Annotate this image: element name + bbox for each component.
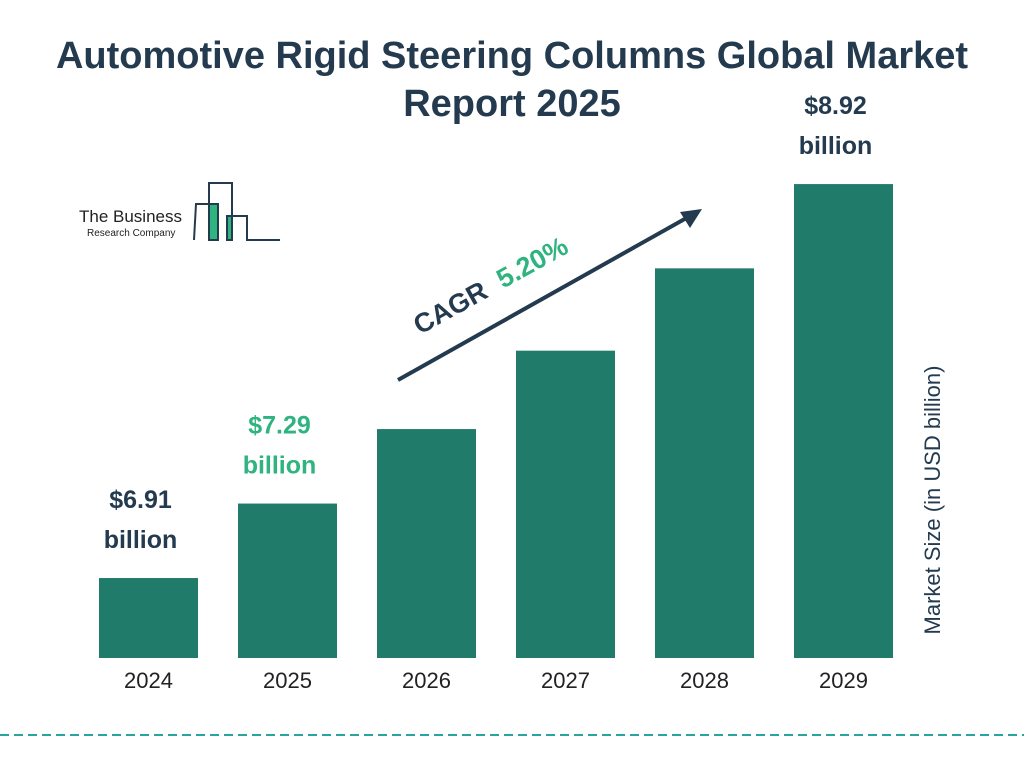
data-label: billion <box>104 526 178 554</box>
data-label: $6.91 <box>109 486 172 514</box>
cagr-arrow <box>397 209 702 382</box>
logo-line1: The Business <box>79 207 182 226</box>
x-tick-label: 2024 <box>124 668 173 693</box>
chart-title: Automotive Rigid Steering Columns Global… <box>55 35 969 125</box>
cagr-label: CAGR <box>408 275 492 340</box>
data-label: billion <box>799 132 873 160</box>
company-logo: The Business Research Company <box>79 182 280 241</box>
bar-2029 <box>794 184 893 658</box>
data-label: billion <box>243 452 317 480</box>
logo-line2: Research Company <box>87 228 175 239</box>
data-label: $7.29 <box>248 412 311 440</box>
y-axis-label: Market Size (in USD billion) <box>920 366 945 635</box>
bar-2026 <box>377 429 476 658</box>
x-tick-label: 2025 <box>263 668 312 693</box>
svg-text:CAGR 5.20%: CAGR 5.20% <box>408 231 573 340</box>
x-tick-label: 2026 <box>402 668 451 693</box>
x-tick-label: 2028 <box>680 668 729 693</box>
data-label: $8.92 <box>804 92 867 120</box>
bar-2025 <box>238 503 337 658</box>
bar-2024 <box>99 578 198 658</box>
bar-2028 <box>655 268 754 658</box>
bar-2027 <box>516 350 615 658</box>
cagr-value: 5.20% <box>491 231 573 294</box>
x-tick-label: 2029 <box>819 668 868 693</box>
x-tick-label: 2027 <box>541 668 590 693</box>
